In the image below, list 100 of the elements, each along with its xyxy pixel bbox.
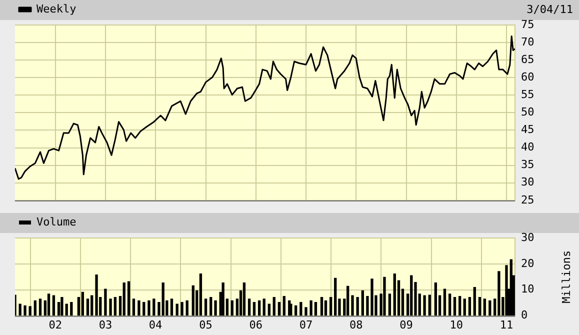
bar: [104, 288, 107, 316]
bar: [148, 300, 150, 316]
bar: [176, 304, 178, 316]
y-axis-title: Millions: [560, 250, 573, 304]
bar: [346, 286, 350, 316]
bar: [324, 300, 328, 316]
x-tick-label: 04: [148, 318, 163, 332]
bar: [478, 297, 482, 316]
bar: [463, 298, 466, 316]
bar: [52, 295, 56, 316]
bar: [18, 304, 22, 316]
y-tick-label: 60: [521, 70, 534, 84]
bar: [351, 295, 354, 316]
bar: [258, 300, 261, 316]
bar: [95, 274, 98, 316]
bar: [473, 286, 476, 316]
bar: [304, 307, 308, 316]
x-tick-label: 06: [249, 318, 262, 332]
bar: [86, 298, 90, 316]
bar: [109, 298, 112, 316]
bar: [294, 305, 298, 316]
bar: [282, 296, 286, 316]
bar: [230, 300, 234, 316]
bar: [81, 292, 84, 316]
bar: [448, 294, 452, 316]
bar: [290, 304, 292, 316]
bar: [186, 300, 188, 316]
bar: [162, 282, 164, 316]
y-tick-label: 0: [521, 308, 528, 322]
bar: [393, 273, 396, 316]
bar: [24, 305, 26, 316]
bar: [488, 300, 492, 316]
bar: [90, 295, 94, 316]
bar: [453, 297, 456, 316]
y-tick-label: 30: [521, 176, 534, 189]
bar: [248, 298, 251, 316]
bar: [47, 294, 50, 316]
bar: [458, 296, 462, 316]
legend-label: Weekly: [36, 2, 77, 16]
bar: [334, 278, 337, 316]
bar: [70, 302, 73, 316]
bar: [170, 298, 174, 316]
bar: [388, 294, 392, 316]
y-tick-label: 10: [521, 282, 534, 296]
bar: [127, 281, 130, 316]
y-tick-label: 35: [521, 158, 534, 172]
bar: [483, 298, 486, 316]
y-tick-label: 55: [521, 88, 534, 102]
text: 3/04/11: [526, 2, 573, 16]
bar: [204, 298, 208, 316]
bar: [122, 282, 126, 316]
bar: [468, 297, 472, 316]
bar: [278, 302, 281, 316]
bar: [222, 282, 224, 316]
bar: [272, 297, 276, 316]
bar: [210, 297, 212, 316]
y-tick-label: 70: [521, 35, 534, 48]
bar: [443, 288, 446, 316]
bar: [60, 297, 64, 316]
bar: [320, 297, 324, 316]
bar: [138, 300, 140, 316]
y-tick-label: 50: [521, 106, 534, 119]
y-tick-label: 30: [521, 230, 534, 244]
x-tick-label: 10: [450, 318, 464, 332]
bar: [300, 302, 302, 316]
bar: [498, 271, 500, 316]
x-tick-label: 02: [48, 318, 62, 332]
bar: [423, 295, 426, 316]
bar: [383, 276, 386, 316]
bar: [410, 275, 413, 316]
y-tick-label: 75: [521, 18, 534, 31]
bar: [314, 302, 318, 316]
bar: [434, 282, 437, 316]
y-tick-label: 65: [521, 52, 534, 66]
bar: [65, 304, 68, 316]
bar: [192, 285, 194, 316]
x-tick-label: 09: [400, 318, 413, 332]
bar: [252, 302, 256, 316]
bar: [268, 304, 271, 316]
bar: [505, 265, 508, 316]
bar: [180, 302, 184, 316]
y-tick-label: 45: [521, 123, 534, 136]
x-tick-label: 07: [299, 318, 313, 332]
y-tick-label: 40: [521, 140, 534, 154]
bar: [510, 259, 512, 316]
bar: [28, 306, 32, 316]
bar: [199, 273, 202, 316]
bar: [361, 290, 364, 316]
x-tick-label: 03: [98, 318, 112, 332]
bar: [132, 298, 136, 316]
bar: [114, 297, 117, 316]
x-tick-label: 08: [349, 318, 363, 332]
bar: [428, 294, 431, 316]
bar: [152, 298, 156, 316]
legend-label: Volume: [36, 215, 76, 228]
bar: [242, 282, 246, 316]
bar: [38, 298, 42, 316]
x-tick-label: 05: [199, 318, 212, 332]
bar: [34, 300, 37, 316]
bar: [329, 297, 332, 316]
